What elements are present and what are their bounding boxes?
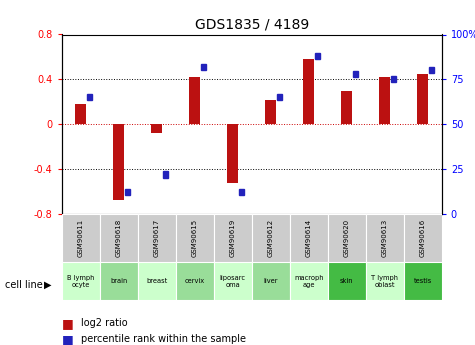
Text: brain: brain: [110, 278, 127, 284]
Bar: [328, 262, 366, 300]
Bar: [315, 53, 320, 59]
Bar: [290, 214, 328, 262]
Text: ▶: ▶: [44, 280, 51, 289]
Bar: [189, 77, 200, 124]
Text: percentile rank within the sample: percentile rank within the sample: [81, 334, 246, 344]
Text: breast: breast: [146, 278, 167, 284]
Bar: [176, 214, 214, 262]
Bar: [138, 214, 176, 262]
Text: GSM90613: GSM90613: [382, 219, 388, 257]
Text: GSM90619: GSM90619: [230, 219, 236, 257]
Bar: [151, 124, 162, 133]
Text: GSM90620: GSM90620: [344, 219, 350, 257]
Bar: [176, 262, 214, 300]
Bar: [404, 214, 442, 262]
Bar: [87, 94, 92, 100]
Text: GSM90615: GSM90615: [192, 219, 198, 257]
Text: skin: skin: [340, 278, 353, 284]
Bar: [366, 262, 404, 300]
Bar: [341, 90, 352, 124]
Text: log2 ratio: log2 ratio: [81, 318, 127, 328]
Bar: [62, 214, 100, 262]
Bar: [113, 124, 124, 200]
Bar: [404, 262, 442, 300]
Text: B lymph
ocyte: B lymph ocyte: [67, 275, 95, 288]
Bar: [391, 76, 396, 82]
Bar: [138, 262, 176, 300]
Text: GSM90611: GSM90611: [78, 219, 84, 257]
Bar: [252, 214, 290, 262]
Text: T lymph
oblast: T lymph oblast: [371, 275, 398, 288]
Bar: [201, 64, 206, 70]
Bar: [379, 77, 390, 124]
Title: GDS1835 / 4189: GDS1835 / 4189: [195, 18, 309, 32]
Text: macroph
age: macroph age: [294, 275, 323, 288]
Bar: [277, 94, 282, 100]
Bar: [239, 189, 244, 196]
Bar: [303, 59, 314, 124]
Bar: [62, 262, 100, 300]
Bar: [366, 214, 404, 262]
Text: GSM90617: GSM90617: [154, 219, 160, 257]
Text: GSM90614: GSM90614: [306, 219, 312, 257]
Text: cervix: cervix: [185, 278, 205, 284]
Text: liver: liver: [264, 278, 278, 284]
Bar: [75, 104, 86, 124]
Text: GSM90612: GSM90612: [268, 219, 274, 257]
Bar: [214, 262, 252, 300]
Bar: [429, 67, 434, 73]
Bar: [163, 171, 168, 178]
Text: testis: testis: [414, 278, 432, 284]
Bar: [265, 99, 276, 124]
Bar: [227, 124, 238, 183]
Bar: [100, 214, 138, 262]
Bar: [417, 74, 428, 124]
Bar: [214, 214, 252, 262]
Text: ■: ■: [62, 333, 74, 345]
Bar: [328, 214, 366, 262]
Bar: [353, 71, 358, 77]
Text: ■: ■: [62, 317, 74, 330]
Text: liposarc
oma: liposarc oma: [220, 275, 246, 288]
Text: GSM90618: GSM90618: [116, 219, 122, 257]
Bar: [100, 262, 138, 300]
Text: cell line: cell line: [5, 280, 42, 289]
Bar: [125, 189, 130, 196]
Text: GSM90616: GSM90616: [420, 219, 426, 257]
Bar: [290, 262, 328, 300]
Bar: [252, 262, 290, 300]
